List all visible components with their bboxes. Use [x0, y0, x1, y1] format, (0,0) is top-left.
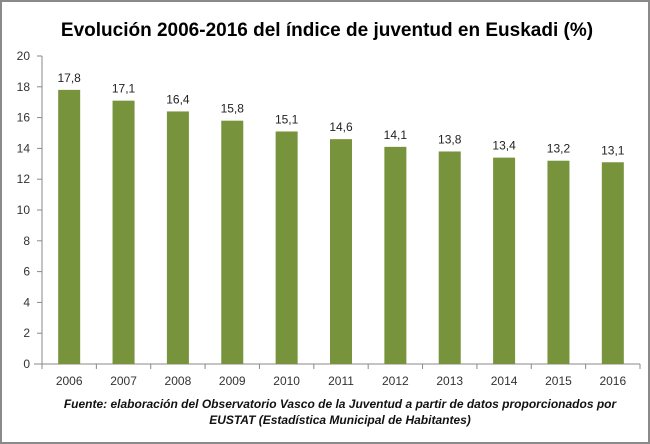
data-label: 13,2 — [547, 142, 571, 156]
x-tick-label: 2006 — [56, 374, 83, 388]
data-label: 14,1 — [384, 128, 408, 142]
y-tick-label: 10 — [17, 203, 31, 217]
data-label: 13,8 — [438, 132, 462, 146]
x-tick-label: 2012 — [382, 374, 409, 388]
data-label: 13,1 — [601, 143, 625, 157]
bar-2009 — [221, 120, 244, 365]
y-tick-label: 16 — [17, 111, 31, 125]
data-label: 15,1 — [275, 112, 299, 126]
y-tick-label: 20 — [17, 49, 31, 63]
x-axis: 2006 2007 2008 2009 2010 2011 2012 2013 2014 2015… — [34, 363, 641, 388]
bar-2007 — [112, 100, 135, 364]
data-label: 14,6 — [329, 120, 353, 134]
y-tick-label: 0 — [23, 357, 30, 371]
x-tick-label: 2014 — [491, 374, 518, 388]
y-axis: 0 2 4 6 8 10 12 14 16 18 20 — [17, 49, 43, 371]
x-tick-label: 2011 — [328, 374, 354, 388]
data-label: 16,4 — [166, 92, 190, 106]
y-tick-label: 8 — [23, 234, 30, 248]
x-tick-label: 2008 — [165, 374, 192, 388]
bar-2016 — [601, 162, 624, 364]
bar-2010 — [275, 131, 298, 364]
y-tick-label: 4 — [23, 295, 30, 309]
chart-title: Evolución 2006-2016 del índice de juvent… — [61, 20, 593, 41]
bar-2015 — [547, 160, 570, 364]
bar-2014 — [493, 157, 516, 364]
bar-2012 — [384, 146, 407, 364]
x-tick-label: 2010 — [273, 374, 300, 388]
data-label: 17,1 — [112, 82, 136, 96]
data-label: 17,8 — [58, 71, 82, 85]
data-label: 15,8 — [221, 102, 245, 116]
y-tick-label: 2 — [23, 326, 30, 340]
x-tick-label: 2015 — [545, 374, 572, 388]
bar-2006 — [58, 89, 81, 364]
x-tick-label: 2016 — [599, 374, 626, 388]
x-tick-label: 2007 — [110, 374, 137, 388]
bar-2011 — [330, 139, 352, 364]
x-tick-label: 2009 — [219, 374, 246, 388]
y-tick-label: 12 — [17, 172, 31, 186]
x-tick-label: 2013 — [436, 374, 463, 388]
bars: 17,8 17,1 16,4 15,8 15,1 14,6 14,1 13,8 13,4 13,2… — [58, 71, 625, 365]
bar-2008 — [166, 111, 189, 364]
y-tick-label: 6 — [23, 265, 30, 279]
y-tick-label: 14 — [17, 141, 31, 155]
y-tick-label: 18 — [17, 80, 31, 94]
data-label: 13,4 — [492, 139, 516, 153]
source-note-line2: EUSTAT (Estadística Municipal de Habitan… — [209, 413, 471, 427]
bar-2013 — [438, 151, 461, 364]
source-note-line1: Fuente: elaboración del Observatorio Vas… — [64, 397, 618, 411]
